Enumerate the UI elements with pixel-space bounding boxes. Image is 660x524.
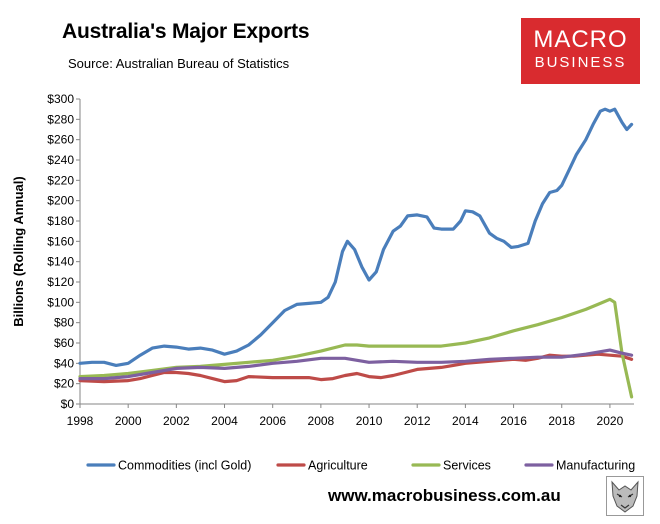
y-tick-label: $100 bbox=[47, 295, 74, 309]
legend-label: Agriculture bbox=[308, 459, 368, 473]
y-tick-label: $180 bbox=[47, 214, 74, 228]
y-tick-label: $300 bbox=[47, 92, 74, 106]
x-tick-label: 2000 bbox=[115, 414, 142, 428]
legend-label: Services bbox=[443, 459, 491, 473]
series-line-commodities-incl-gold bbox=[78, 107, 634, 367]
x-tick-label: 2014 bbox=[452, 414, 479, 428]
y-tick-label: $280 bbox=[47, 112, 74, 126]
y-tick-label: $20 bbox=[54, 377, 74, 391]
chart-source: Source: Australian Bureau of Statistics bbox=[68, 56, 290, 71]
y-tick-label: $80 bbox=[54, 316, 74, 330]
y-tick-label: $120 bbox=[47, 275, 74, 289]
series-line-manufacturing bbox=[78, 348, 634, 381]
x-tick-label: 2004 bbox=[211, 414, 238, 428]
y-tick-label: $240 bbox=[47, 153, 74, 167]
x-tick-label: 2018 bbox=[548, 414, 575, 428]
legend-label: Commodities (incl Gold) bbox=[118, 459, 251, 473]
y-tick-label: $40 bbox=[54, 356, 74, 370]
y-tick-label: $160 bbox=[47, 234, 74, 248]
logo-line-2: BUSINESS bbox=[534, 54, 627, 71]
macrobusiness-logo: MACRO BUSINESS bbox=[521, 18, 640, 84]
y-tick-label: $140 bbox=[47, 255, 74, 269]
chart-title: Australia's Major Exports bbox=[62, 20, 310, 43]
y-tick-label: $260 bbox=[47, 133, 74, 147]
y-tick-label: $0 bbox=[61, 397, 75, 411]
legend-label: Manufacturing bbox=[556, 459, 635, 473]
footer-url: www.macrobusiness.com.au bbox=[328, 486, 561, 505]
x-tick-label: 2002 bbox=[163, 414, 190, 428]
y-tick-label: $60 bbox=[54, 336, 74, 350]
y-tick-label: $200 bbox=[47, 194, 74, 208]
x-tick-label: 2008 bbox=[308, 414, 335, 428]
x-tick-label: 1998 bbox=[67, 414, 94, 428]
x-tick-label: 2020 bbox=[597, 414, 624, 428]
y-tick-label: $220 bbox=[47, 173, 74, 187]
x-tick-label: 2006 bbox=[259, 414, 286, 428]
x-tick-label: 2016 bbox=[500, 414, 527, 428]
series-line-agriculture bbox=[78, 352, 634, 384]
logo-line-1: MACRO bbox=[533, 26, 628, 53]
wolf-logo-icon bbox=[606, 476, 644, 516]
series-line-services bbox=[78, 297, 634, 399]
y-axis-label: Billions (Rolling Annual) bbox=[11, 176, 26, 326]
x-tick-label: 2010 bbox=[356, 414, 383, 428]
x-tick-label: 2012 bbox=[404, 414, 431, 428]
